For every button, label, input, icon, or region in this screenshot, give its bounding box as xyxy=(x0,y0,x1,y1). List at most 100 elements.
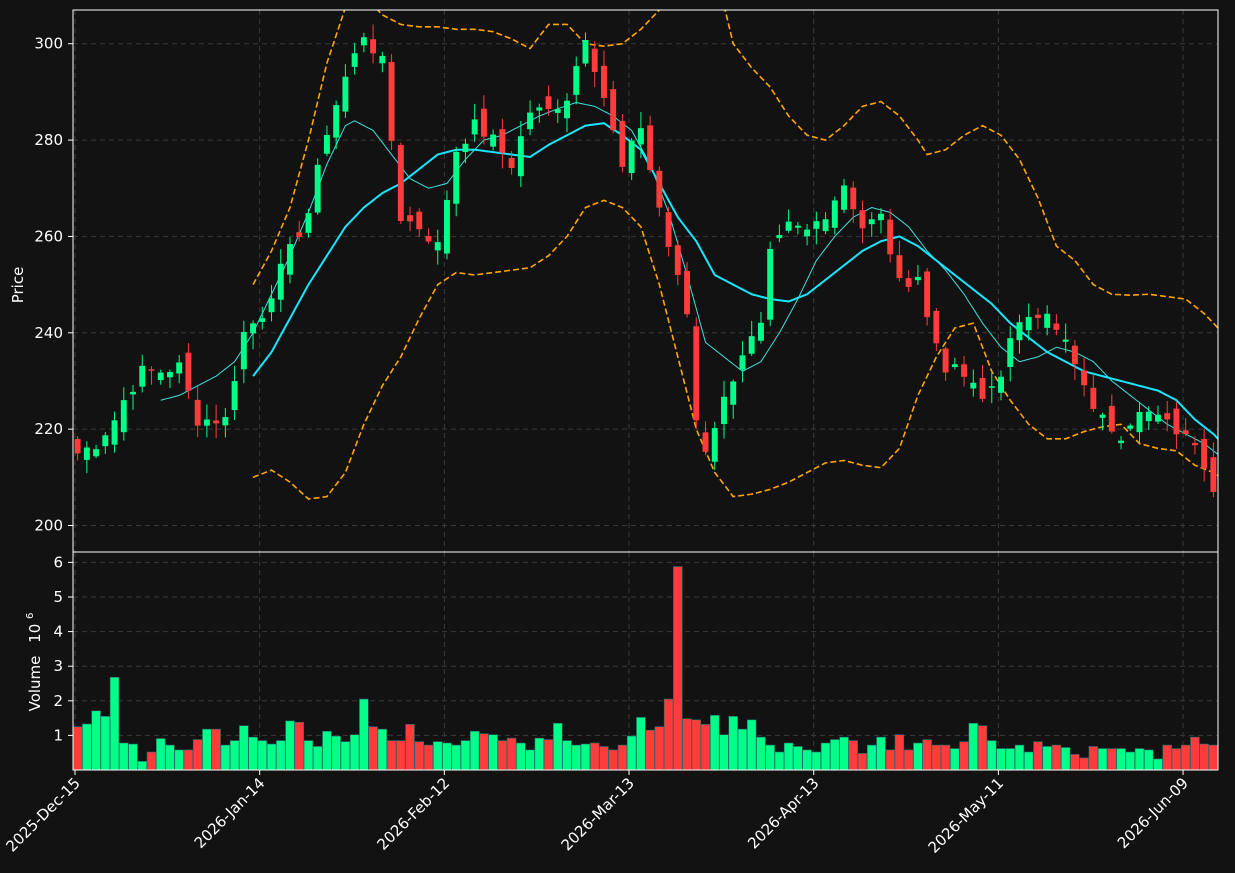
volume-bar xyxy=(359,698,369,770)
volume-bar xyxy=(1190,736,1200,770)
candle-body xyxy=(1136,411,1143,433)
volume-bar xyxy=(156,738,166,770)
volume-bar xyxy=(1097,748,1108,770)
price-panel: 200 220 240 260 280 300 Price xyxy=(9,9,1219,553)
volume-bar xyxy=(1208,744,1218,770)
volume-tick-label: 5 xyxy=(53,588,63,606)
candle-body xyxy=(1090,387,1097,409)
volume-bar xyxy=(285,720,295,770)
volume-bar xyxy=(1125,751,1135,770)
price-tick-label: 260 xyxy=(34,227,63,245)
volume-bar xyxy=(903,749,914,770)
volume-bar xyxy=(331,735,341,770)
volume-bar xyxy=(1033,741,1043,770)
volume-bar xyxy=(765,744,775,770)
volume-bar xyxy=(617,744,628,770)
candle-body xyxy=(582,40,589,64)
volume-bar xyxy=(414,741,424,770)
volume-bar xyxy=(543,739,554,770)
candle-body xyxy=(1108,405,1115,432)
volume-bar xyxy=(599,746,609,770)
volume-bar xyxy=(1153,758,1163,770)
volume-axis-unit: 10 xyxy=(26,624,44,643)
volume-bar xyxy=(959,741,969,770)
volume-bar xyxy=(1116,748,1126,770)
volume-bar xyxy=(229,740,240,770)
volume-axis-label-text: Volume xyxy=(26,656,44,712)
volume-bar xyxy=(248,736,258,770)
bollinger-bands xyxy=(252,10,1218,500)
candle-body xyxy=(942,348,949,373)
candle-body xyxy=(444,200,450,254)
volume-bar xyxy=(303,740,314,770)
volume-bar xyxy=(1088,746,1099,770)
volume-bar xyxy=(1070,754,1080,770)
volume-bar xyxy=(488,734,498,770)
volume-bar xyxy=(1079,757,1089,770)
volume-bar xyxy=(700,724,711,770)
volume-bar xyxy=(294,721,304,770)
volume-bar xyxy=(580,743,591,770)
candle-body xyxy=(1182,430,1189,435)
candle-body xyxy=(185,352,192,391)
candle-body xyxy=(757,322,764,341)
volume-bar xyxy=(202,728,212,770)
volume-bar xyxy=(128,743,138,770)
candle-body xyxy=(213,420,220,424)
volume-bar xyxy=(276,740,286,770)
volume-bar xyxy=(867,744,877,770)
candle-body xyxy=(970,382,977,389)
volume-bar xyxy=(192,739,203,770)
candle-body xyxy=(610,89,617,131)
candle-body xyxy=(93,449,100,457)
volume-bar xyxy=(1042,746,1052,770)
volume-bar xyxy=(968,722,979,770)
candle-body xyxy=(831,200,838,228)
candle-body xyxy=(739,355,746,370)
volume-bar xyxy=(1014,744,1025,770)
candle-body xyxy=(868,219,875,225)
candle-body xyxy=(1118,440,1124,444)
volume-bar xyxy=(220,744,231,770)
volume-bar xyxy=(1023,751,1034,770)
volume-bar xyxy=(1180,744,1191,770)
volume-bar xyxy=(109,676,120,770)
price-vertical-grid xyxy=(74,10,1184,552)
candle-body xyxy=(1044,313,1051,328)
volume-tick-label: 2 xyxy=(53,692,63,710)
volume-tick-label: 6 xyxy=(53,553,63,571)
volume-bar xyxy=(211,728,221,770)
candle-body xyxy=(231,381,238,411)
volume-bar xyxy=(340,741,351,770)
candle-body xyxy=(1071,345,1078,365)
volume-bar xyxy=(183,749,194,770)
volume-bar xyxy=(636,717,646,770)
candle-body xyxy=(730,381,737,405)
volume-bar xyxy=(1107,748,1117,770)
candle-body xyxy=(656,170,663,208)
candle-body xyxy=(499,129,506,153)
candle-body xyxy=(277,263,284,300)
volume-bar xyxy=(885,749,895,770)
candle-body xyxy=(120,400,127,433)
volume-bar xyxy=(894,734,905,770)
price-tick-label: 280 xyxy=(34,131,63,149)
candle-body xyxy=(896,255,903,279)
volume-bar xyxy=(368,726,378,770)
volume-bar xyxy=(506,737,517,770)
candle-body xyxy=(767,248,774,320)
volume-bar xyxy=(1051,744,1062,770)
candle-body xyxy=(388,61,395,141)
candle-body xyxy=(102,435,109,447)
volume-bar xyxy=(82,723,92,770)
candle-body xyxy=(453,151,460,204)
volume-bar xyxy=(876,736,886,770)
volume-bar xyxy=(950,748,960,770)
volume-bar xyxy=(830,739,840,770)
volume-bar xyxy=(553,722,563,770)
candle-body xyxy=(1164,413,1171,420)
candle-body xyxy=(591,48,598,72)
candle-body xyxy=(914,277,921,281)
price-axis-label: Price xyxy=(9,267,27,304)
candle-body xyxy=(841,185,847,210)
